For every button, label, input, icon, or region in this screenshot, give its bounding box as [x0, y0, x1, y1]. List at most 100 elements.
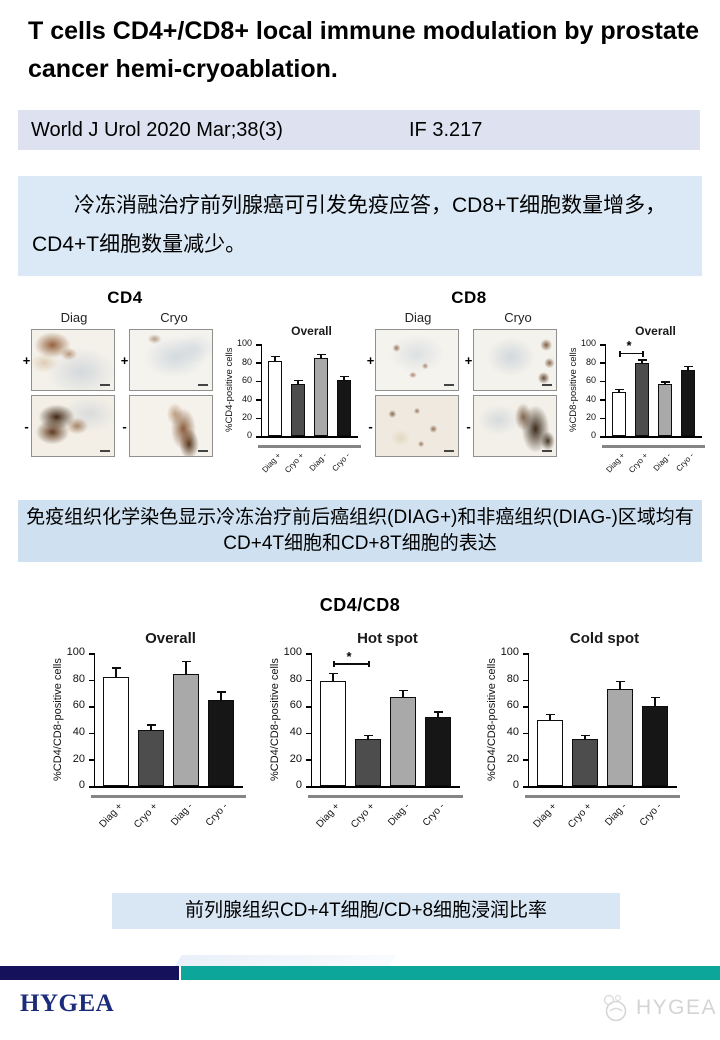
bar-diag-: [390, 696, 416, 786]
error-bar-cap: [614, 388, 624, 391]
row-sign-plus: +: [464, 352, 473, 368]
bar-cryo+: [635, 363, 649, 436]
plot-area: * 0 20 40 60 80 100 Diag + Cryo + Diag - Cryo -: [581, 338, 705, 490]
error-bar-cap: [316, 353, 326, 356]
ratio-charts-row: Overall %CD4/CD8-positive cells 0 20 40 60 80 1…: [52, 630, 681, 848]
micrograph-cd4-diag-minus: [31, 395, 115, 457]
summary-text: 冷冻消融治疗前列腺癌可引发免疫应答，CD8+T细胞数量增多，CD4+T细胞数量减…: [32, 194, 667, 256]
chart-title: Overall: [291, 324, 332, 338]
significance-end-tick: [642, 350, 644, 357]
y-tick-mark: [306, 786, 311, 788]
x-tick-label: Diag -: [386, 801, 413, 829]
y-tick-label: 0: [512, 779, 519, 792]
category-axis-line: [308, 795, 463, 798]
category-axis-line: [525, 795, 680, 798]
x-tick-label: Cryo +: [132, 801, 161, 831]
y-tick-label: 100: [283, 646, 302, 659]
category-axis-line: [258, 445, 361, 448]
summary-box: 冷冻消融治疗前列腺癌可引发免疫应答，CD8+T细胞数量增多，CD4+T细胞数量减…: [18, 176, 702, 276]
error-bar-cap: [650, 696, 660, 698]
cd4-col-cryo: Cryo: [160, 310, 188, 325]
bar-diag+: [103, 676, 129, 786]
error-bar: [641, 359, 643, 364]
cd8-col-diag: Diag: [404, 310, 432, 325]
y-tick-label: 80: [72, 672, 85, 685]
y-tick-mark: [600, 417, 605, 420]
cd8-column-labels: Diag Cryo: [366, 310, 562, 325]
y-tick-label: 80: [241, 356, 252, 367]
micrograph-cd8-cryo-minus: [473, 395, 557, 457]
row-sign-plus: +: [366, 352, 375, 368]
error-bar-cap: [270, 355, 280, 357]
y-tick-mark: [306, 706, 311, 708]
error-bar-cap: [181, 660, 191, 662]
watermark: HYGEA: [600, 992, 717, 1024]
y-tick-mark: [523, 706, 528, 708]
category-axis-line: [602, 445, 705, 448]
y-tick-label: 0: [295, 779, 302, 792]
ihc-caption: 免疫组织化学染色显示冷冻治疗前后癌组织(DIAG+)和非癌组织(DIAG-)区域…: [18, 500, 702, 562]
bar-diag-: [658, 384, 672, 436]
y-tick-mark: [523, 732, 528, 735]
error-bar-cap: [293, 379, 303, 381]
y-tick-label: 80: [506, 672, 519, 685]
error-bar: [320, 354, 322, 358]
y-tick-mark: [256, 399, 261, 401]
y-tick-label: 100: [500, 646, 519, 659]
cd8-row-plus: + +: [366, 329, 562, 391]
error-bar-cap: [111, 667, 121, 669]
cd8-overall-chart-slot: Overall %CD8-positive cells * 0 20 40 60 80 100 D…: [568, 324, 706, 490]
plot-area: * 0 20 40 60 80 100 Diag + Cryo + Diag - Cryo -: [284, 646, 463, 848]
micrograph-cd4-diag-plus: [31, 329, 115, 391]
error-bar: [584, 735, 586, 740]
error-bar: [549, 714, 551, 720]
bar-diag-: [173, 674, 199, 786]
bar-diag+: [320, 680, 346, 786]
micrograph-cd4-cryo-minus: [129, 395, 213, 457]
figure-cd8-panel: CD8 Diag Cryo + + - - Overall %CD8-positi…: [366, 288, 706, 488]
micrograph-cd8-diag-plus: [375, 329, 459, 391]
error-bar: [332, 672, 334, 681]
x-tick-label: Cryo -: [420, 801, 448, 829]
error-bar: [343, 376, 345, 380]
ratio-figure-title: CD4/CD8: [319, 595, 401, 615]
error-bar-cap: [216, 691, 226, 693]
error-bar-cap: [398, 689, 408, 692]
y-tick-mark: [306, 679, 311, 682]
bar-cryo+: [355, 739, 381, 786]
plot-area: 0 20 40 60 80 100 Diag + Cryo + Diag - Cryo -: [237, 338, 361, 490]
bar-chart-cd8_overall: Overall %CD8-positive cells * 0 20 40 60 80 100 D…: [568, 324, 706, 490]
y-tick-mark: [89, 679, 94, 682]
bar-chart-ratio_overall: Overall %CD4/CD8-positive cells 0 20 40 60 80 1…: [52, 630, 247, 848]
y-tick-mark: [523, 759, 528, 761]
plot-area: 0 20 40 60 80 100 Diag + Cryo + Diag - Cryo -: [67, 646, 246, 848]
y-tick-label: 40: [241, 393, 252, 404]
row-sign-plus: +: [120, 352, 129, 368]
bar-diag-: [607, 688, 633, 786]
y-tick-label: 40: [72, 725, 85, 738]
error-bar-cap: [433, 711, 443, 713]
y-tick-mark: [600, 344, 605, 346]
error-bar-cap: [146, 724, 156, 726]
y-tick-mark: [600, 362, 605, 364]
y-tick-mark: [600, 436, 605, 438]
bar-cryo-: [337, 379, 351, 436]
x-tick-label: Cryo -: [203, 801, 231, 829]
error-bar-cap: [545, 713, 555, 716]
y-tick-label: 60: [585, 375, 596, 386]
error-bar: [687, 366, 689, 370]
brand-logo-text: HYGEA: [20, 990, 115, 1017]
bar-cryo-: [208, 699, 234, 786]
significance-star: *: [346, 648, 352, 664]
category-axis-line: [91, 795, 246, 798]
cd8-col-cryo: Cryo: [504, 310, 532, 325]
x-tick-label: Cryo +: [566, 801, 595, 831]
error-bar-cap: [637, 359, 647, 361]
y-tick-label: 0: [590, 430, 596, 441]
y-tick-mark: [89, 732, 94, 735]
chart-title: Overall: [635, 324, 676, 338]
y-tick-label: 40: [585, 393, 596, 404]
row-sign-minus: -: [122, 418, 127, 434]
error-bar: [220, 691, 222, 700]
significance-star: *: [626, 338, 632, 354]
